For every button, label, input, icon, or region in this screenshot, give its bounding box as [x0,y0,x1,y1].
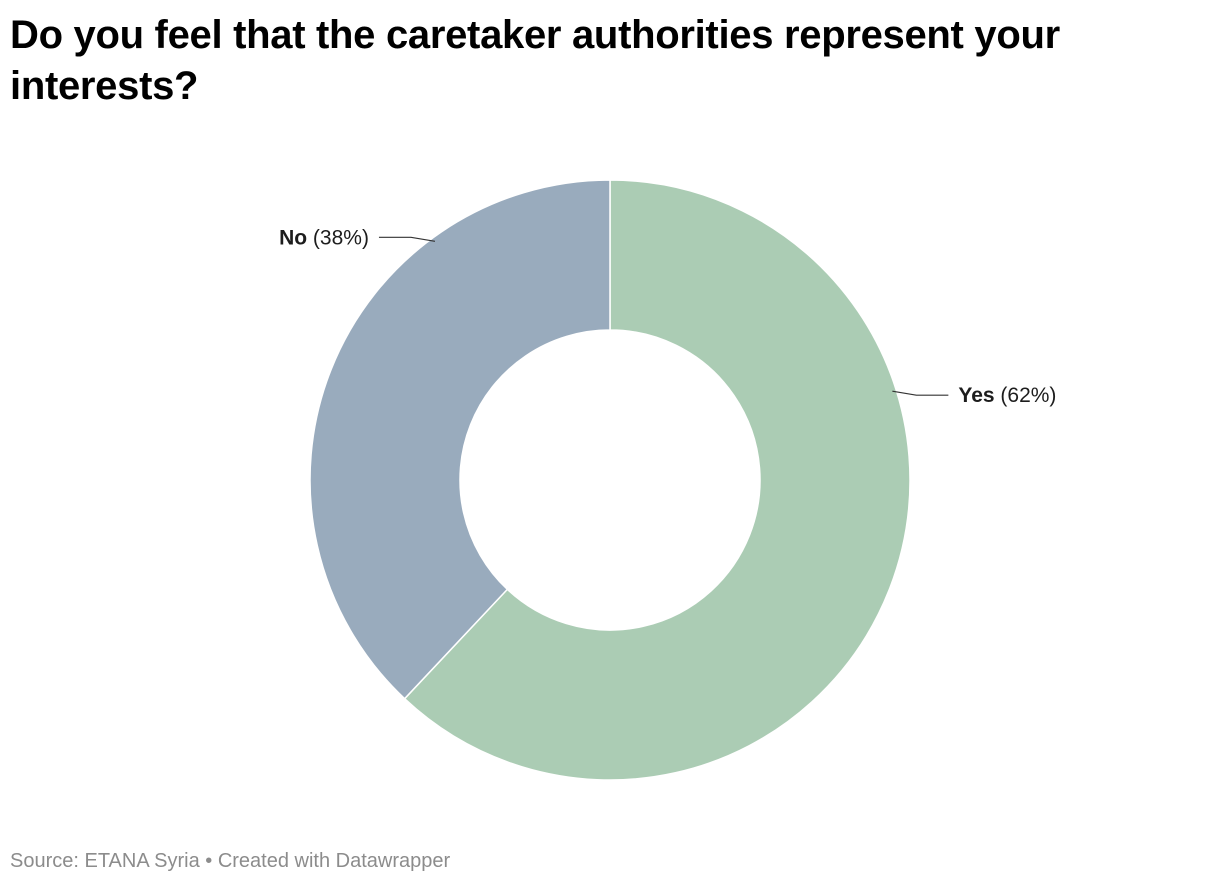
chart-title: Do you feel that the caretaker authoriti… [10,13,1060,108]
slice-label-value: (62%) [995,384,1057,407]
slice-labels: Yes (62%) No (38%) [279,226,1056,407]
slice-label-value: (38%) [307,226,369,249]
leader-line-no [378,236,436,242]
slice-label-name: Yes [958,384,994,407]
credit-text: Created with Datawrapper [217,850,451,872]
donut-slice-no [309,179,611,700]
donut-slices [309,179,911,781]
slice-label-yes: Yes (62%) [958,384,1056,407]
footer-separator: • [199,850,218,872]
leader-line-yes [892,390,949,396]
slice-label-name: No [279,226,307,249]
label-leaders [378,236,949,396]
slice-label-no: No (38%) [279,226,369,249]
donut-slice-yes [403,179,911,781]
source-text: Source: ETANA Syria [10,850,200,872]
chart-footer: Source: ETANA Syria • Created with Dataw… [10,850,450,873]
